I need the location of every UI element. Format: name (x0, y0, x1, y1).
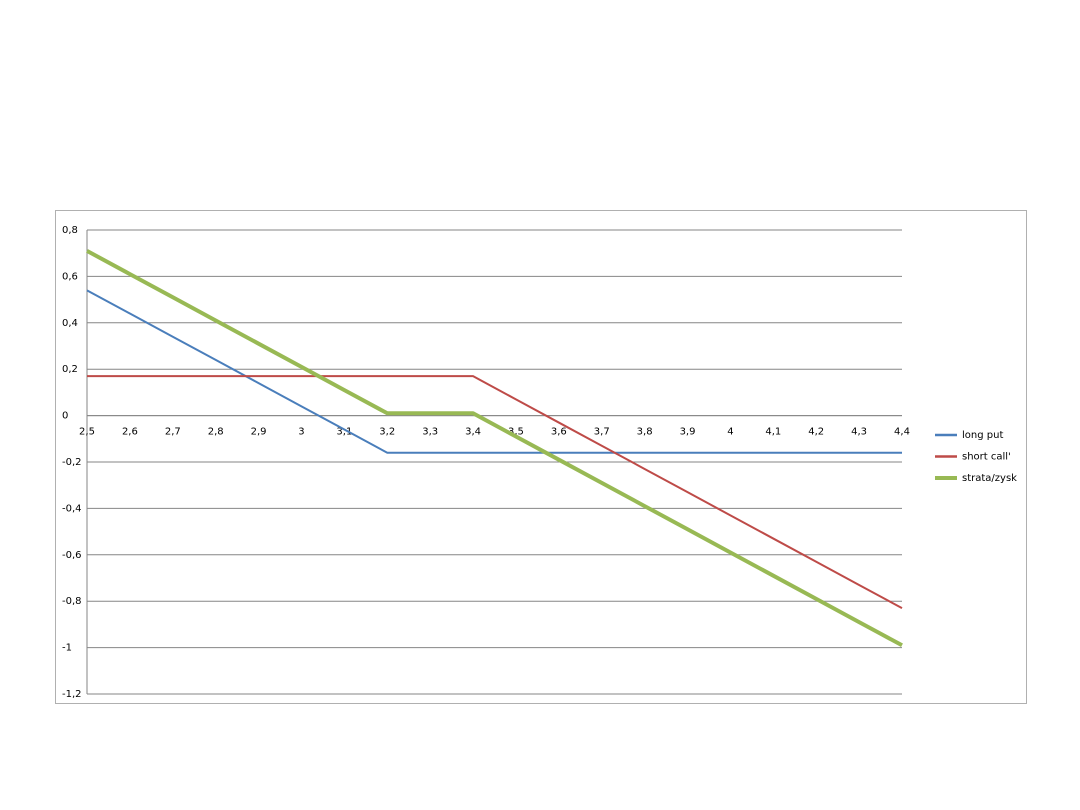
series-line (86, 289, 902, 454)
y-tick-label: 0,8 (62, 225, 78, 236)
x-tick-label: 3,4 (465, 427, 481, 438)
x-tick-label: 2,9 (251, 427, 267, 438)
y-tick-label: 0 (62, 411, 68, 422)
y-tick-label: -0,2 (62, 457, 82, 468)
x-tick-label: 3,9 (680, 427, 696, 438)
x-tick-label: 4,3 (851, 427, 867, 438)
chart-frame (55, 210, 1027, 704)
y-tick-label: -0,6 (62, 550, 82, 561)
y-tick-label: -1,2 (62, 689, 82, 700)
x-tick-label: 3,8 (637, 427, 653, 438)
y-tick-label: 0,2 (62, 364, 78, 375)
x-tick-label: 2,6 (122, 427, 138, 438)
series-line (87, 375, 903, 610)
y-tick-label: -0,4 (62, 503, 82, 514)
y-tick-label: -0,8 (62, 596, 82, 607)
x-tick-label: 2,5 (79, 427, 95, 438)
legend-label: short call' (962, 452, 1011, 463)
x-tick-label: 3,6 (551, 427, 567, 438)
x-tick-label: 3,3 (422, 427, 438, 438)
series-line (86, 249, 903, 648)
y-tick-label: 0,6 (62, 271, 78, 282)
x-tick-label: 2,7 (165, 427, 181, 438)
x-tick-label: 2,8 (208, 427, 224, 438)
x-tick-label: 3,7 (594, 427, 610, 438)
y-tick-label: -1 (62, 643, 72, 654)
y-tick-label: 0,4 (62, 318, 78, 329)
x-tick-label: 3,1 (336, 427, 352, 438)
x-tick-label: 4,2 (808, 427, 824, 438)
legend-label: strata/zysk (962, 473, 1017, 484)
x-tick-label: 4 (727, 427, 733, 438)
legend-label: long put (962, 430, 1003, 441)
x-tick-label: 3,2 (379, 427, 395, 438)
x-tick-label: 4,4 (894, 427, 910, 438)
x-tick-label: 3,5 (508, 427, 524, 438)
x-tick-label: 4,1 (765, 427, 781, 438)
x-tick-label: 3 (298, 427, 304, 438)
